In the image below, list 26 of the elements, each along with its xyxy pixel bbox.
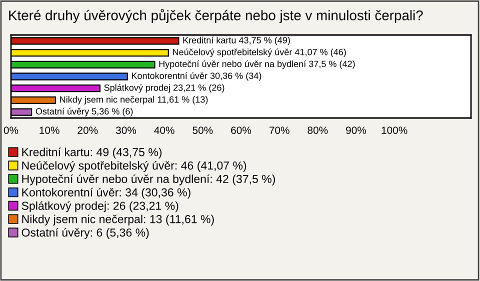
data-label: Nikdy jsem nic nečerpal 11,61 % (13) <box>60 96 208 104</box>
data-label: Ostatní úvěry 5,36 % (6) <box>36 108 133 116</box>
x-tick-label: 80% <box>308 126 328 134</box>
legend-label: Neúčelový spotřebitelský úvěr: 46 (41,07 %) <box>22 161 246 172</box>
x-tick-label: 20% <box>78 126 98 134</box>
data-label: Kontokorentní úvěr 30,36 % (34) <box>132 72 262 81</box>
x-tick-label: 100% <box>382 126 408 134</box>
legend-label: Kreditní kartu: 49 (43,75 %) <box>22 148 162 158</box>
x-tick-label: 60% <box>231 126 252 134</box>
data-label: Neúčelový spotřebitelský úvěr 41,07 % (46) <box>173 48 346 58</box>
legend-label: Hypoteční úvěr nebo úvěr na bydlení: 42 (37,5 %) <box>22 174 275 186</box>
data-label: Kreditní kartu 43,75 % (49) <box>183 36 290 46</box>
x-tick-label: 10% <box>40 126 60 134</box>
data-label: Hypoteční úvěr nebo úvěr na bydlení 37,5 % (42) <box>159 60 355 69</box>
legend-label: Kontokorentní úvěr: 34 (30,36 %) <box>22 188 190 199</box>
chart-title: Které druhy úvěrových půjček čerpáte nebo jste v minulosti čerpali? <box>9 8 423 24</box>
legend-label: Splátkový prodej: 26 (23,21 %) <box>22 201 178 212</box>
legend-label: Ostatní úvěry: 6 (5,36 %) <box>22 228 149 239</box>
x-tick-label: 40% <box>154 126 174 134</box>
legend-label: Nikdy jsem nic nečerpal: 13 (11,61 %) <box>22 214 214 226</box>
x-tick-label: 90% <box>346 126 366 134</box>
x-tick-label: 30% <box>116 126 136 134</box>
data-label: Splátkový prodej 23,21 % (26) <box>104 84 224 93</box>
x-tick-label: 50% <box>192 126 213 134</box>
x-tick-label: 0% <box>4 126 18 134</box>
x-tick-label: 70% <box>269 126 290 134</box>
